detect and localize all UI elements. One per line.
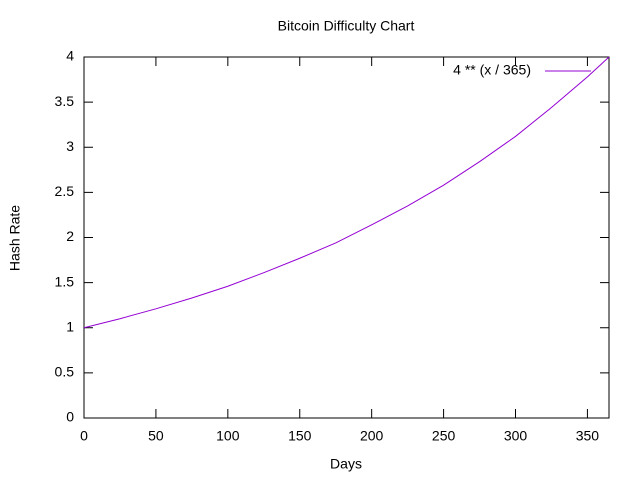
x-tick-label: 350 bbox=[576, 428, 600, 444]
y-tick-label: 2 bbox=[66, 228, 74, 244]
y-tick-label: 0 bbox=[66, 409, 74, 425]
y-tick-label: 1 bbox=[66, 318, 74, 334]
y-tick-label: 1.5 bbox=[55, 273, 75, 289]
x-tick-label: 250 bbox=[432, 428, 456, 444]
x-tick-label: 150 bbox=[288, 428, 312, 444]
x-tick-label: 100 bbox=[216, 428, 240, 444]
y-tick-label: 3 bbox=[66, 138, 74, 154]
x-axis-title: Days bbox=[330, 456, 362, 472]
y-tick-label: 2.5 bbox=[55, 183, 75, 199]
legend-label: 4 ** (x / 365) bbox=[453, 62, 531, 78]
x-tick-label: 50 bbox=[148, 428, 164, 444]
x-tick-label: 200 bbox=[360, 428, 384, 444]
y-tick-label: 4 bbox=[66, 48, 74, 64]
x-tick-label: 300 bbox=[504, 428, 528, 444]
data-line bbox=[83, 56, 610, 329]
x-tick-label: 0 bbox=[80, 428, 88, 444]
y-tick-label: 0.5 bbox=[55, 364, 75, 380]
y-tick-label: 3.5 bbox=[55, 93, 75, 109]
chart-title: Bitcoin Difficulty Chart bbox=[278, 18, 415, 34]
y-axis-title: Hash Rate bbox=[7, 205, 23, 271]
